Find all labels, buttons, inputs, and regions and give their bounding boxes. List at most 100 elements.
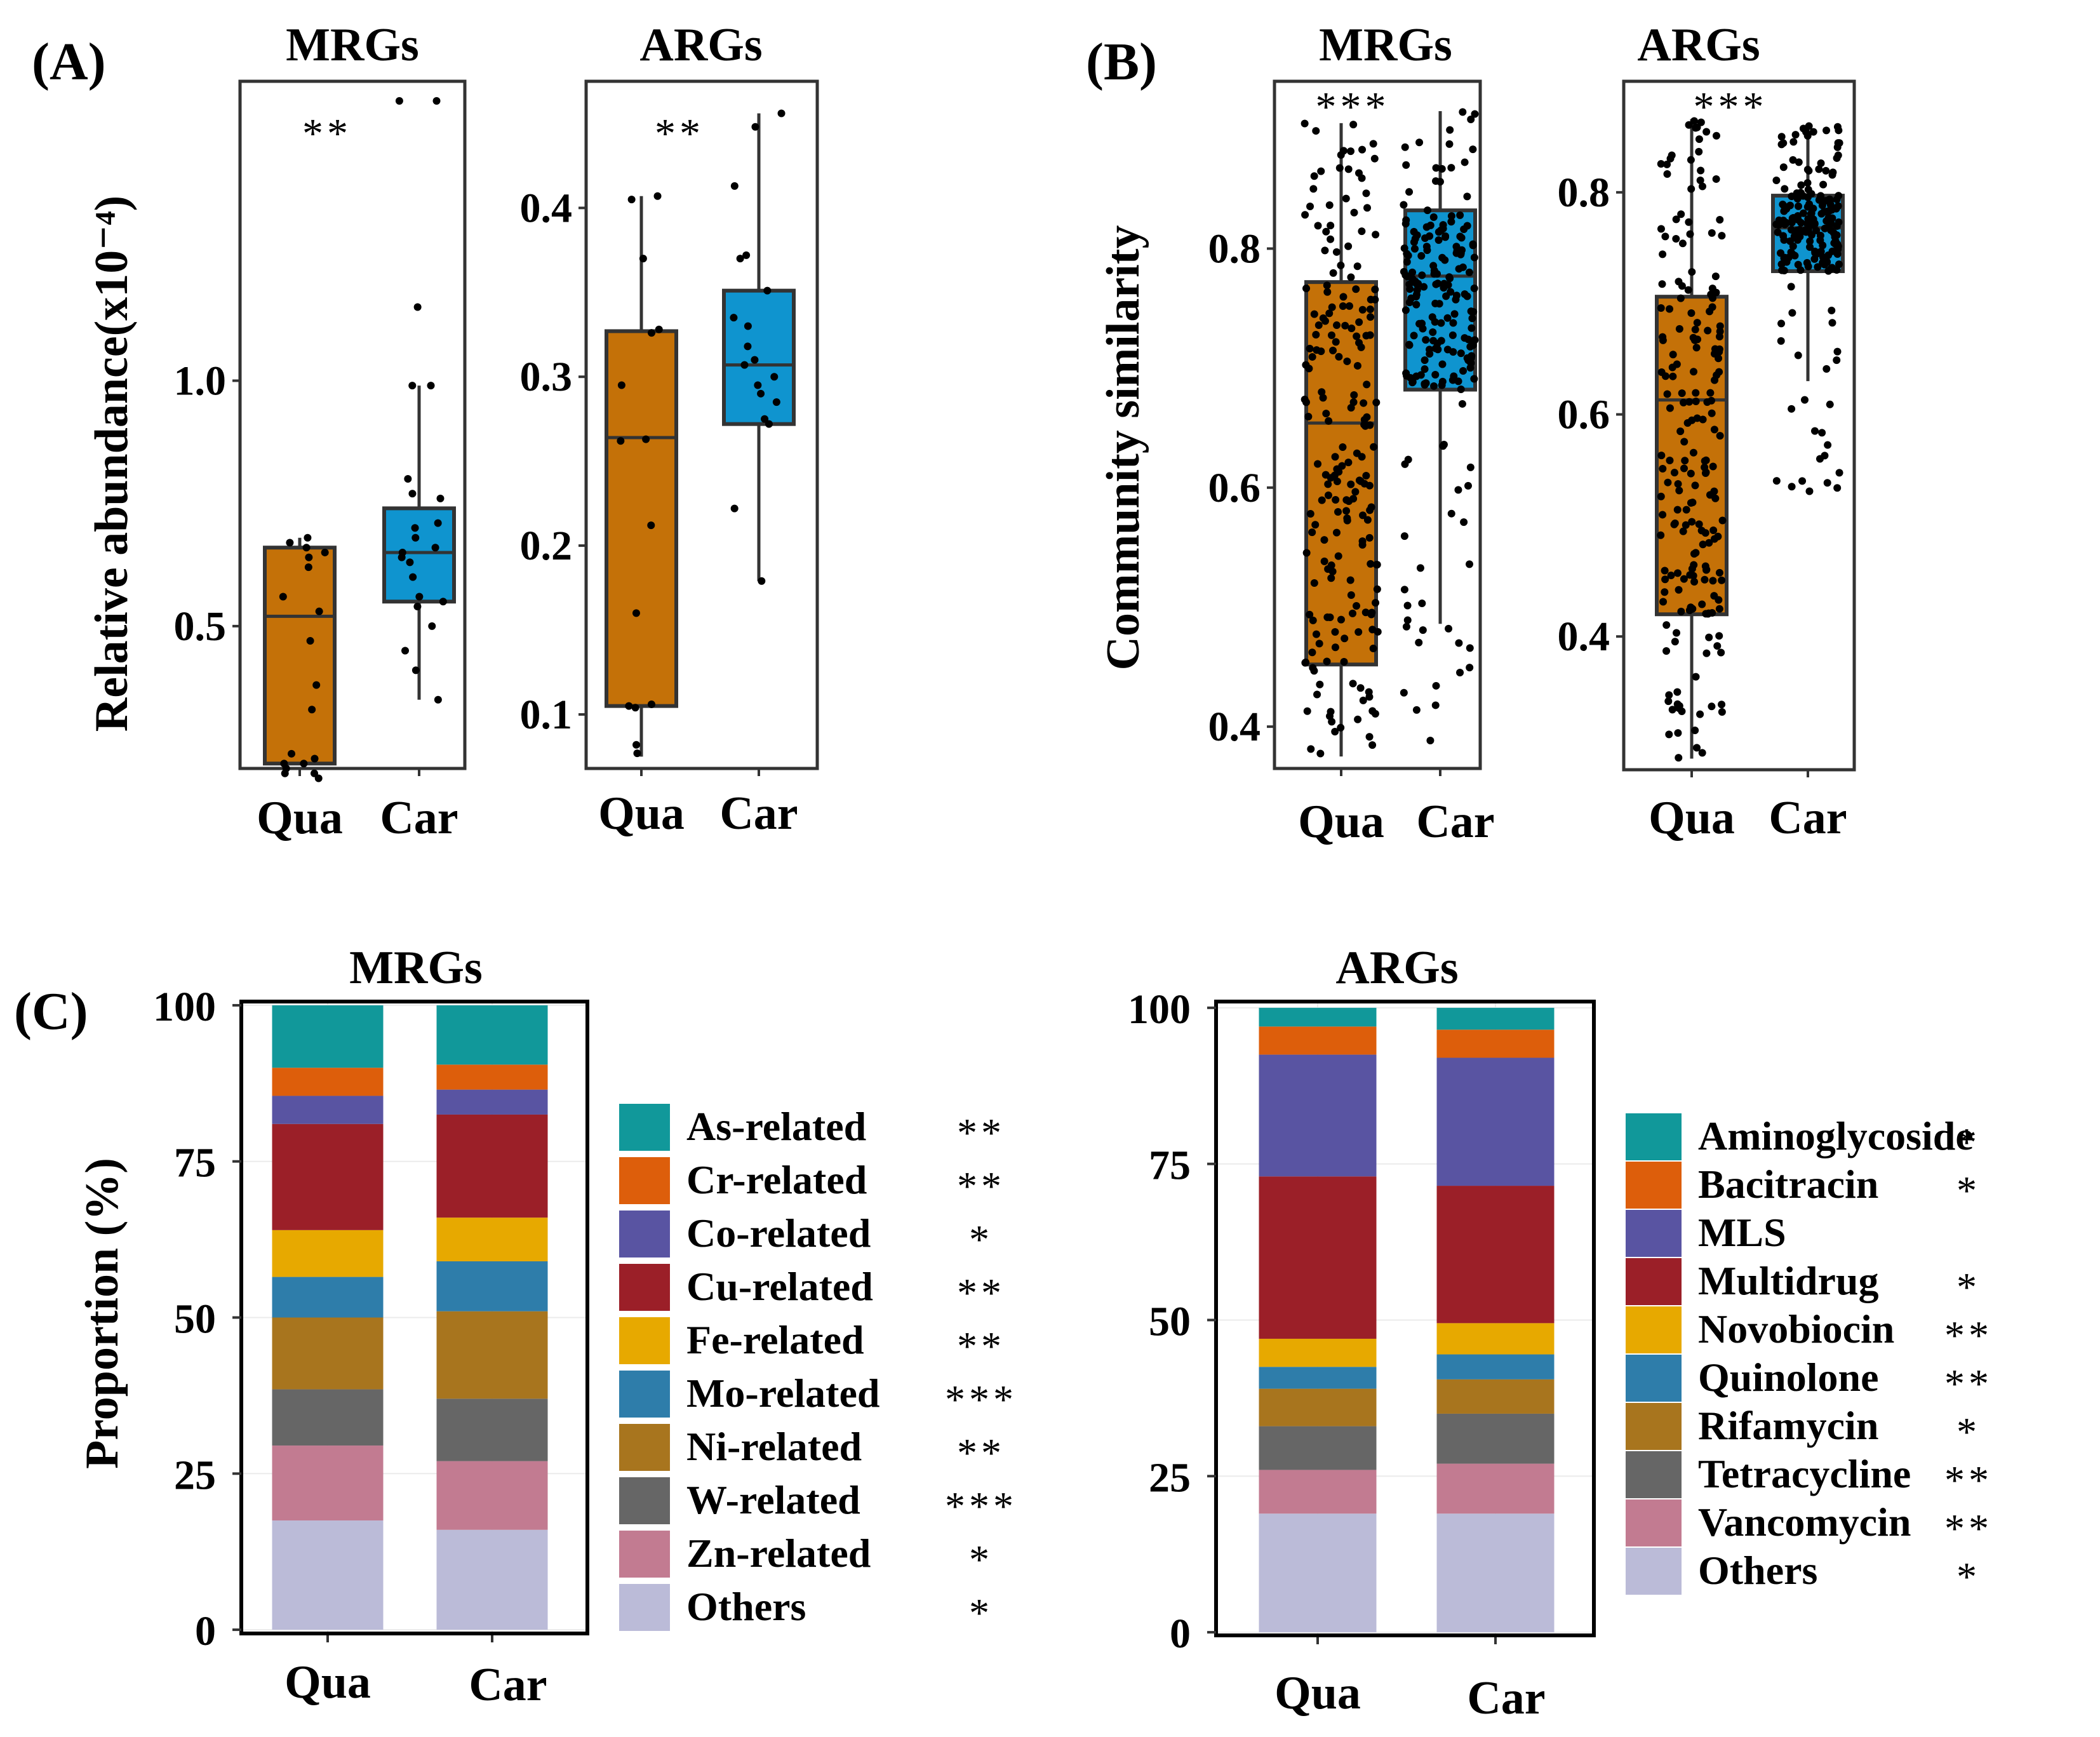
data-point — [1373, 585, 1381, 593]
data-point — [1459, 366, 1468, 375]
data-point — [1469, 341, 1477, 349]
data-point — [770, 373, 779, 381]
data-point — [730, 182, 739, 190]
data-point — [1668, 151, 1676, 159]
y-tick-label: 50 — [174, 1296, 216, 1343]
data-point — [1366, 331, 1374, 339]
data-point — [1447, 288, 1455, 296]
data-point — [1819, 180, 1828, 189]
data-point — [1454, 486, 1462, 494]
data-point — [1339, 302, 1347, 311]
data-point — [1674, 729, 1682, 737]
data-point — [1470, 285, 1478, 293]
data-point — [1313, 690, 1321, 699]
data-point — [1403, 601, 1412, 610]
bar-segment-others — [1436, 1513, 1555, 1633]
data-point — [300, 760, 308, 768]
data-point — [1707, 290, 1715, 298]
data-point — [1779, 217, 1788, 225]
data-point — [1357, 343, 1365, 351]
bar-segment-multidrug — [1436, 1186, 1555, 1324]
bar-segment-rifamycin — [1259, 1388, 1377, 1426]
legend-swatch — [1626, 1548, 1682, 1595]
data-point — [1794, 202, 1802, 210]
data-point — [642, 435, 650, 443]
data-point — [1698, 749, 1706, 757]
legend-significance: ** — [1944, 1361, 1993, 1406]
chart-title: MRGs — [1319, 19, 1452, 71]
data-point — [279, 593, 287, 601]
data-point — [1412, 706, 1421, 714]
data-point — [1810, 220, 1819, 228]
data-point — [1372, 599, 1380, 607]
data-point — [1685, 398, 1694, 406]
chart-c-args: ARGs 0255075100Aminoglycoside*Bacitracin… — [1128, 942, 1993, 1724]
data-point — [1438, 360, 1447, 368]
data-point — [1307, 745, 1315, 753]
data-point — [1795, 158, 1803, 166]
data-point — [1787, 283, 1795, 291]
y-tick-label: 0.8 — [1558, 170, 1610, 216]
data-point — [411, 533, 420, 542]
data-point — [1369, 140, 1377, 148]
data-point — [1418, 271, 1426, 279]
chart-a-mrgs: MRGs Relative abundance(x10⁻⁴) 0.5 1.0 ** Q… — [86, 19, 467, 844]
data-point — [1372, 398, 1381, 406]
data-point — [1686, 230, 1694, 238]
data-point — [1358, 305, 1367, 314]
data-point — [1437, 337, 1445, 345]
legend-swatch — [1626, 1451, 1682, 1498]
data-point — [1352, 601, 1360, 610]
bar-segment-rifamycin — [1436, 1379, 1555, 1414]
data-point — [408, 382, 417, 390]
data-point — [434, 695, 442, 704]
bar-segment-others — [272, 1520, 384, 1630]
data-point — [1709, 577, 1717, 585]
bar-segment-ni-related — [272, 1317, 384, 1390]
bar-segment-quinolone — [1259, 1367, 1377, 1389]
data-point — [1673, 360, 1681, 368]
data-point — [744, 322, 752, 330]
data-point — [1691, 325, 1699, 333]
data-point — [1306, 344, 1314, 352]
data-point — [1701, 463, 1709, 471]
data-point — [1797, 218, 1805, 227]
data-point — [1335, 352, 1343, 361]
data-point — [1702, 649, 1711, 657]
data-point — [1301, 211, 1309, 219]
data-point — [1678, 389, 1686, 398]
data-point — [1788, 483, 1796, 491]
data-point — [1821, 224, 1829, 232]
data-point — [1461, 158, 1469, 166]
data-point — [1814, 263, 1822, 271]
data-point — [1416, 564, 1424, 572]
data-point — [758, 577, 766, 585]
bar-segment-w-related — [272, 1389, 384, 1446]
data-point — [736, 255, 744, 263]
data-point — [1788, 309, 1796, 317]
data-point — [1710, 426, 1718, 434]
data-point — [1340, 658, 1348, 666]
data-point — [1431, 701, 1440, 709]
bar-segment-fe-related — [436, 1217, 548, 1262]
legend-significance: ** — [957, 1110, 1005, 1155]
data-point — [1351, 488, 1360, 496]
bar-segment-w-related — [436, 1398, 548, 1461]
data-point — [757, 389, 765, 398]
data-point — [1803, 258, 1811, 267]
y-tick-label: 0.4 — [1558, 614, 1610, 660]
data-point — [1715, 568, 1723, 577]
data-point — [1363, 413, 1371, 421]
data-point — [1812, 226, 1821, 234]
data-point — [304, 563, 312, 572]
data-point — [1445, 140, 1454, 148]
data-point — [1466, 463, 1475, 471]
data-point — [1310, 310, 1318, 318]
data-point — [1666, 305, 1674, 313]
data-point — [1332, 528, 1341, 537]
legend-swatch — [619, 1531, 670, 1578]
data-point — [1705, 539, 1713, 547]
data-point — [311, 769, 319, 777]
data-point — [1787, 225, 1795, 234]
